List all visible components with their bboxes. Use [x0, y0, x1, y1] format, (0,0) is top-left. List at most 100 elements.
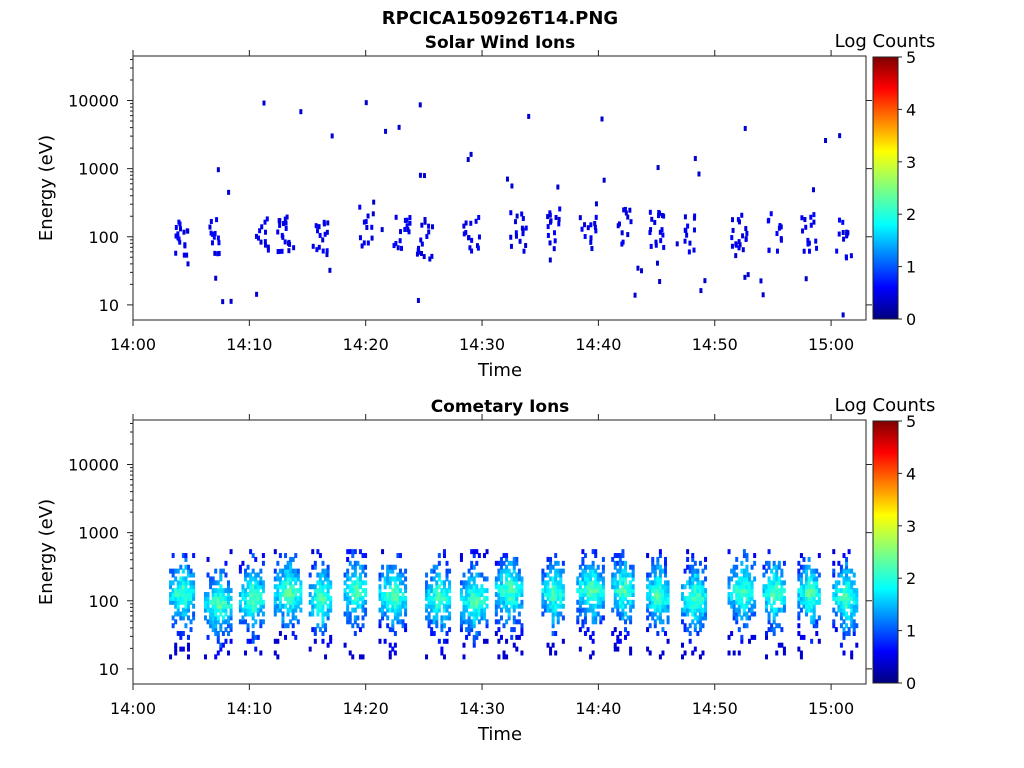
count-cell: [753, 603, 757, 609]
count-cell: [546, 214, 550, 220]
count-cell: [318, 572, 322, 578]
count-cell: [311, 607, 315, 613]
count-cell: [472, 580, 476, 586]
count-cell: [386, 572, 390, 578]
count-cell: [732, 611, 736, 617]
count-cell: [432, 631, 436, 637]
count-cell: [263, 219, 267, 225]
count-cell: [688, 580, 692, 586]
count-cell: [324, 584, 328, 590]
count-cell: [251, 568, 255, 574]
count-cell: [186, 564, 190, 570]
count-cell: [589, 607, 593, 613]
count-cell: [505, 603, 509, 609]
count-cell: [517, 584, 521, 590]
count-cell: [656, 588, 660, 594]
count-cell: [467, 235, 471, 241]
count-cell: [289, 580, 293, 586]
count-cell: [691, 564, 695, 570]
count-cell: [748, 615, 752, 621]
count-cell: [396, 595, 400, 601]
count-cell: [800, 215, 804, 221]
count-cell: [254, 584, 258, 590]
count-cell: [445, 576, 449, 582]
count-cell: [688, 638, 692, 644]
count-cell: [321, 631, 325, 637]
count-cell: [203, 595, 207, 601]
count-cell: [611, 572, 615, 578]
count-cell: [499, 560, 503, 566]
count-cell: [704, 611, 708, 617]
count-cell: [554, 553, 558, 559]
count-cell: [767, 549, 771, 555]
count-cell: [291, 584, 295, 590]
count-cell: [435, 592, 439, 598]
count-cell: [296, 576, 300, 582]
count-cell: [765, 599, 769, 605]
count-cell: [477, 607, 481, 613]
count-cell: [765, 603, 769, 609]
count-cell: [251, 634, 255, 640]
count-cell: [321, 560, 325, 566]
count-cell: [318, 595, 322, 601]
count-cell: [586, 588, 590, 594]
count-cell: [656, 595, 660, 601]
count-cell: [797, 631, 801, 637]
count-cell: [505, 576, 509, 582]
count-cell: [832, 623, 836, 629]
count-cell: [621, 584, 625, 590]
count-cell: [404, 595, 408, 601]
count-cell: [499, 564, 503, 570]
count-cell: [321, 619, 325, 625]
count-cell: [171, 572, 175, 578]
count-cell: [845, 229, 849, 235]
count-cell: [440, 627, 444, 633]
count-cell: [691, 553, 695, 559]
count-cell: [601, 564, 605, 570]
count-cell: [221, 603, 225, 609]
count-cell: [745, 603, 749, 609]
count-cell: [520, 580, 524, 586]
count-cell: [485, 623, 489, 629]
count-cell: [704, 592, 708, 598]
count-cell: [748, 588, 752, 594]
count-cell: [291, 615, 295, 621]
count-cell: [782, 580, 786, 586]
count-cell: [589, 568, 593, 574]
count-cell: [313, 631, 317, 637]
count-cell: [732, 568, 736, 574]
count-cell: [259, 607, 263, 613]
count-cell: [698, 592, 702, 598]
count-cell: [182, 252, 186, 258]
count-cell: [261, 580, 265, 586]
count-cell: [186, 642, 190, 648]
count-cell: [381, 603, 385, 609]
count-cell: [581, 549, 585, 555]
count-cell: [561, 592, 565, 598]
count-cell: [398, 238, 402, 244]
count-cell: [254, 619, 258, 625]
count-cell: [613, 576, 617, 582]
count-cell: [216, 650, 220, 656]
count-cell: [356, 576, 360, 582]
count-cell: [276, 588, 280, 594]
count-cell: [666, 615, 670, 621]
count-cell: [216, 167, 220, 173]
count-cell: [420, 241, 424, 247]
count-cell: [742, 588, 746, 594]
count-cell: [246, 623, 250, 629]
count-cell: [621, 549, 625, 555]
count-cell: [779, 237, 783, 243]
count-cell: [249, 611, 253, 617]
count-cell: [432, 588, 436, 594]
count-cell: [601, 588, 605, 594]
count-cell: [329, 603, 333, 609]
count-cell: [184, 611, 188, 617]
count-cell: [583, 234, 587, 240]
count-cell: [246, 611, 250, 617]
count-cell: [475, 631, 479, 637]
count-cell: [209, 623, 213, 629]
count-cell: [770, 580, 774, 586]
count-cell: [583, 592, 587, 598]
count-cell: [742, 611, 746, 617]
